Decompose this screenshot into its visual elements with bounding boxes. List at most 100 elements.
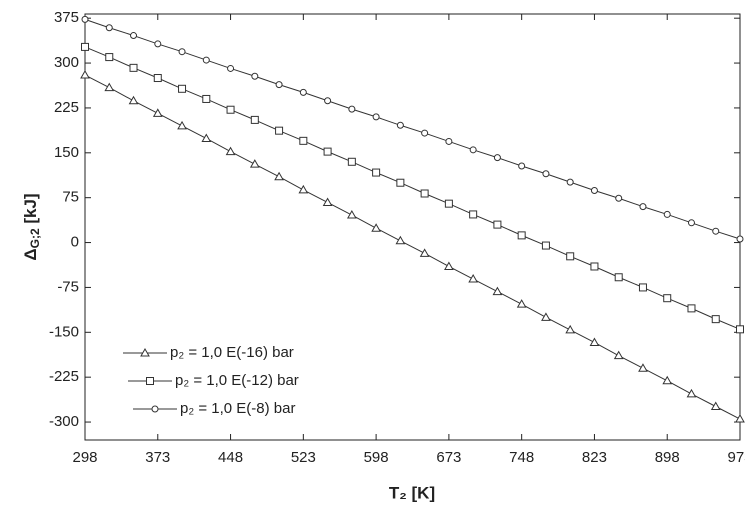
marker <box>396 178 405 187</box>
y-tick-label: 0 <box>71 234 79 251</box>
marker <box>663 210 671 218</box>
marker <box>493 154 501 162</box>
marker <box>493 220 502 229</box>
marker <box>151 405 159 413</box>
marker <box>613 350 624 360</box>
marker <box>250 115 259 124</box>
y-tick-label: 75 <box>62 189 79 206</box>
marker <box>566 178 574 186</box>
marker <box>710 401 721 410</box>
marker <box>140 347 150 357</box>
marker <box>518 162 526 170</box>
marker <box>81 42 89 51</box>
marker <box>80 70 90 79</box>
marker <box>444 261 454 270</box>
marker <box>517 231 526 240</box>
marker <box>469 210 478 219</box>
y-tick-label: 225 <box>54 99 79 116</box>
marker <box>663 294 672 303</box>
marker <box>105 24 113 32</box>
marker <box>153 74 162 83</box>
y-label-unit: [kJ] <box>21 193 40 228</box>
x-tick-label: 973 <box>727 449 745 466</box>
marker <box>372 113 380 121</box>
marker <box>202 56 210 64</box>
marker <box>614 273 623 282</box>
marker <box>541 241 550 250</box>
marker <box>589 337 600 346</box>
y-tick-label: -300 <box>49 413 79 430</box>
marker <box>565 324 576 334</box>
marker <box>105 53 114 62</box>
marker <box>638 363 648 372</box>
marker <box>251 72 259 80</box>
marker <box>128 95 139 105</box>
marker <box>687 304 696 313</box>
legend-label: p₂ = 1,0 E(-8) bar <box>180 400 295 417</box>
y-tick-label: -150 <box>49 323 79 340</box>
x-tick-label: 898 <box>655 449 680 466</box>
marker <box>324 97 332 105</box>
marker <box>371 223 381 232</box>
marker <box>468 274 479 283</box>
marker <box>590 187 598 195</box>
marker <box>178 84 187 93</box>
marker <box>178 48 186 56</box>
marker <box>396 121 404 129</box>
marker <box>177 120 187 130</box>
marker <box>711 315 720 324</box>
x-tick-label: 673 <box>436 449 461 466</box>
marker <box>274 171 284 181</box>
marker <box>421 129 429 137</box>
marker <box>445 137 453 145</box>
marker <box>348 105 356 113</box>
marker <box>736 235 744 243</box>
marker <box>639 203 647 211</box>
marker <box>420 189 429 198</box>
legend-label: p₂ = 1,0 E(-16) bar <box>170 344 294 361</box>
y-tick-label: 300 <box>54 54 79 71</box>
x-tick-label: 448 <box>218 449 243 466</box>
x-axis-label: T₂ [K] <box>389 483 435 502</box>
marker <box>444 199 453 208</box>
marker <box>129 63 138 72</box>
marker <box>146 377 154 385</box>
marker <box>566 252 575 261</box>
x-tick-label: 298 <box>72 449 97 466</box>
marker <box>323 147 332 156</box>
marker <box>469 146 477 154</box>
y-tick-label: -75 <box>57 278 79 295</box>
x-tick-label: 373 <box>145 449 170 466</box>
marker <box>225 146 236 156</box>
legend-label: p₂ = 1,0 E(-12) bar <box>175 372 299 389</box>
marker <box>249 159 260 168</box>
marker <box>541 312 551 321</box>
marker <box>346 210 357 219</box>
marker <box>395 235 406 245</box>
x-tick-label: 598 <box>364 449 389 466</box>
marker <box>322 197 333 206</box>
x-tick-label: 823 <box>582 449 607 466</box>
marker <box>130 32 138 40</box>
marker <box>542 170 550 178</box>
marker <box>275 81 283 89</box>
marker <box>154 40 162 48</box>
marker <box>662 375 673 385</box>
marker <box>516 299 527 308</box>
marker <box>687 219 695 227</box>
marker <box>372 168 381 177</box>
marker <box>686 388 697 398</box>
y-label-symbol: Δ <box>21 248 40 260</box>
series-line <box>84 74 741 420</box>
series-line <box>84 46 741 330</box>
marker <box>299 88 307 96</box>
marker <box>201 133 212 142</box>
y-tick-label: 375 <box>54 9 79 26</box>
marker <box>590 262 599 271</box>
marker <box>419 248 430 257</box>
marker <box>226 105 235 114</box>
marker <box>298 184 309 194</box>
y-tick-label: 150 <box>54 144 79 161</box>
marker <box>104 82 115 92</box>
marker <box>492 286 503 296</box>
